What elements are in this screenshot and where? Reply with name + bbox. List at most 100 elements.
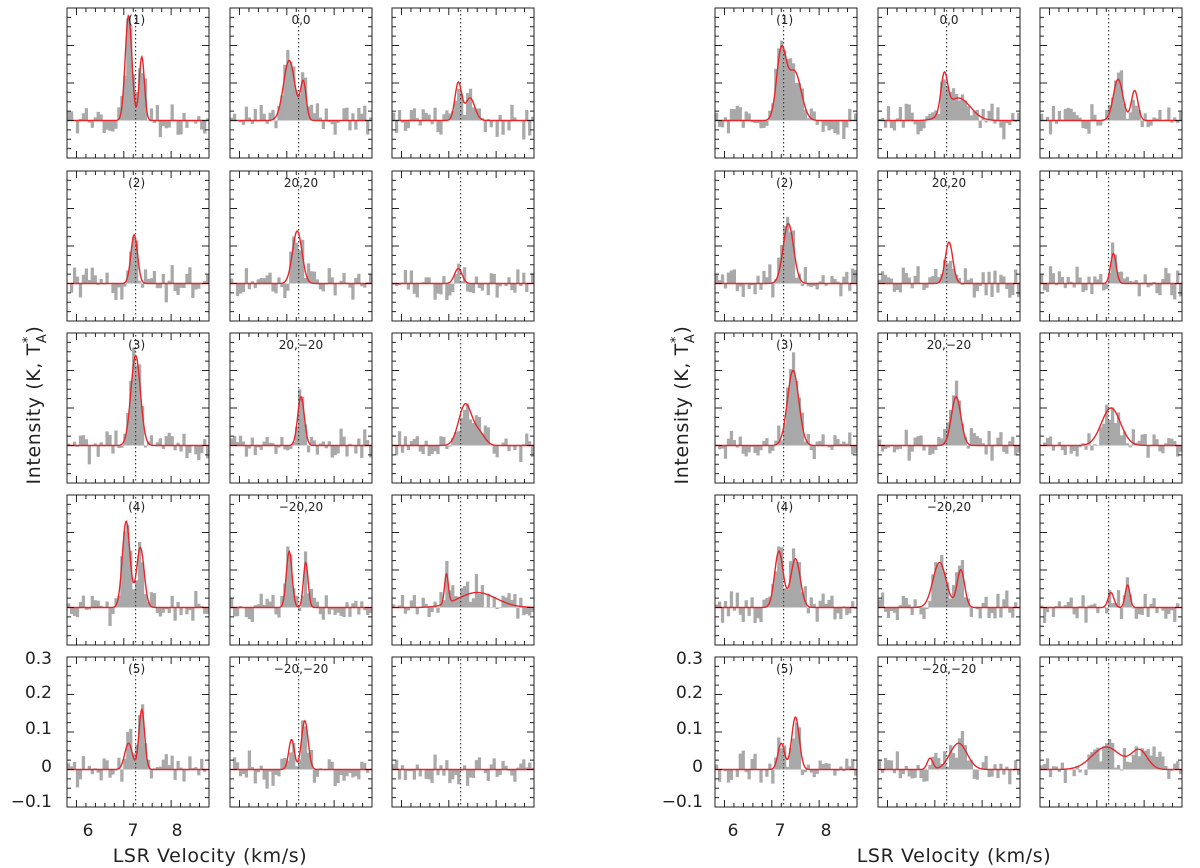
- spectrum-bin: [392, 764, 396, 770]
- spectrum-bin: [366, 607, 370, 615]
- spectrum-bin: [954, 94, 959, 121]
- spectrum-bin: [794, 722, 799, 770]
- right-ytick-label-3: 0: [692, 757, 703, 777]
- spectrum-bin: [342, 436, 346, 446]
- spectrum-bin: [925, 116, 929, 121]
- spectrum-bin: [369, 273, 373, 284]
- spectrum-bin: [295, 242, 299, 284]
- spectrum-bin: [940, 555, 944, 608]
- spectrum-bin: [135, 240, 139, 284]
- spectrum-bin: [489, 273, 493, 284]
- spectrum-bin: [333, 607, 337, 615]
- spectrum-bin: [182, 113, 186, 121]
- spectrum-bin: [424, 277, 428, 284]
- spectrum-bin: [298, 759, 302, 770]
- spectrum-bin: [777, 737, 781, 770]
- spectrum-bin: [1072, 445, 1076, 451]
- spectrum-bin: [809, 108, 813, 121]
- spectrum-bin: [96, 600, 100, 608]
- spectrum-bin: [289, 445, 293, 449]
- spectrum-bin: [161, 445, 165, 449]
- spectrum-bin: [806, 607, 810, 614]
- spectrum-bin: [1084, 283, 1088, 291]
- spectrum-bin: [723, 117, 728, 121]
- spectrum-bin: [806, 764, 810, 770]
- spectrum-bin: [489, 120, 493, 128]
- spectrum-bin: [1057, 271, 1062, 284]
- spectrum-bin: [477, 283, 482, 288]
- spectrum-bin: [1005, 120, 1009, 124]
- spectrum-bin: [889, 278, 894, 284]
- spectrum-bin: [984, 120, 988, 123]
- spectrum-bin: [351, 283, 355, 300]
- spectrum-bin: [301, 396, 305, 446]
- left-xaxis-title: LSR Velocity (km/s): [113, 845, 308, 867]
- spectrum-bin: [185, 273, 189, 284]
- spectrum-bin: [1066, 276, 1070, 284]
- spectrum-bin: [129, 251, 133, 284]
- spectrum-bin: [836, 439, 840, 446]
- spectrum-bin: [303, 77, 308, 121]
- spectrum-bin: [191, 768, 195, 770]
- spectrum-bin: [93, 117, 97, 121]
- spectrum-bin: [351, 769, 355, 778]
- spectrum-bin: [465, 283, 470, 292]
- spectrum-bin: [818, 441, 822, 446]
- spectrum-bin: [468, 88, 473, 121]
- spectrum-bin: [149, 435, 154, 446]
- spectrum-bin: [878, 599, 882, 608]
- spectrum-bin: [1170, 607, 1174, 611]
- spectrum-bin: [126, 412, 130, 446]
- spectrum-bin: [123, 75, 127, 121]
- panel-frame: [714, 494, 858, 646]
- spectrum-bin: [788, 369, 793, 446]
- spectrum-bin: [268, 272, 272, 284]
- spectrum-bin: [463, 114, 467, 121]
- spectrum-bin: [427, 445, 431, 456]
- spectrum-bin: [919, 769, 923, 779]
- spectrum-bin: [892, 769, 897, 774]
- spectrum-bin: [993, 764, 997, 770]
- spectrum-bin: [1090, 104, 1094, 121]
- spectrum-bin: [1137, 756, 1141, 770]
- spectrum-bin: [348, 769, 352, 774]
- spectrum-bin: [854, 769, 858, 776]
- panel-left-r2-c3: [391, 170, 535, 322]
- left-yaxis-title-sup: *: [21, 336, 36, 343]
- spectrum-bin: [1125, 276, 1130, 284]
- spectrum-bin: [206, 607, 210, 614]
- spectrum-bin: [780, 440, 784, 446]
- spectrum-bin: [280, 758, 284, 770]
- spectrum-bin: [738, 753, 742, 770]
- panel-left-r5-c3: [391, 656, 535, 808]
- spectrum-bin: [780, 547, 784, 608]
- spectrum-bin: [158, 766, 162, 770]
- spectrum-bin: [943, 79, 947, 121]
- spectrum-bin: [418, 769, 422, 777]
- spectrum-bin: [1057, 769, 1062, 772]
- spectrum-bin: [277, 106, 281, 121]
- spectrum-bin: [1173, 607, 1177, 622]
- spectrum-bin: [747, 113, 751, 121]
- spectrum-bin: [90, 120, 94, 128]
- spectrum-bin: [132, 589, 136, 608]
- spectrum-bin: [768, 264, 772, 284]
- spectrum-bin: [363, 429, 367, 446]
- spectrum-bin: [1075, 445, 1079, 457]
- spectrum-bin: [465, 93, 470, 121]
- spectrum-bin: [738, 283, 742, 287]
- spectrum-bin: [981, 272, 985, 284]
- spectrum-bin: [206, 445, 210, 459]
- panel-right-r2-c1: (2): [714, 170, 858, 322]
- spectrum-bin: [519, 283, 523, 287]
- spectrum-bin: [913, 599, 917, 608]
- spectrum-bin: [298, 94, 302, 121]
- spectrum-bin: [531, 273, 535, 284]
- row-number-label: (5): [128, 662, 145, 676]
- spectrum-bin: [1072, 607, 1076, 615]
- spectrum-bin: [788, 232, 793, 284]
- spectrum-bin: [1108, 590, 1112, 608]
- spectrum-bin: [1093, 749, 1097, 770]
- spectrum-bin: [360, 445, 364, 458]
- spectrum-bin: [898, 605, 902, 608]
